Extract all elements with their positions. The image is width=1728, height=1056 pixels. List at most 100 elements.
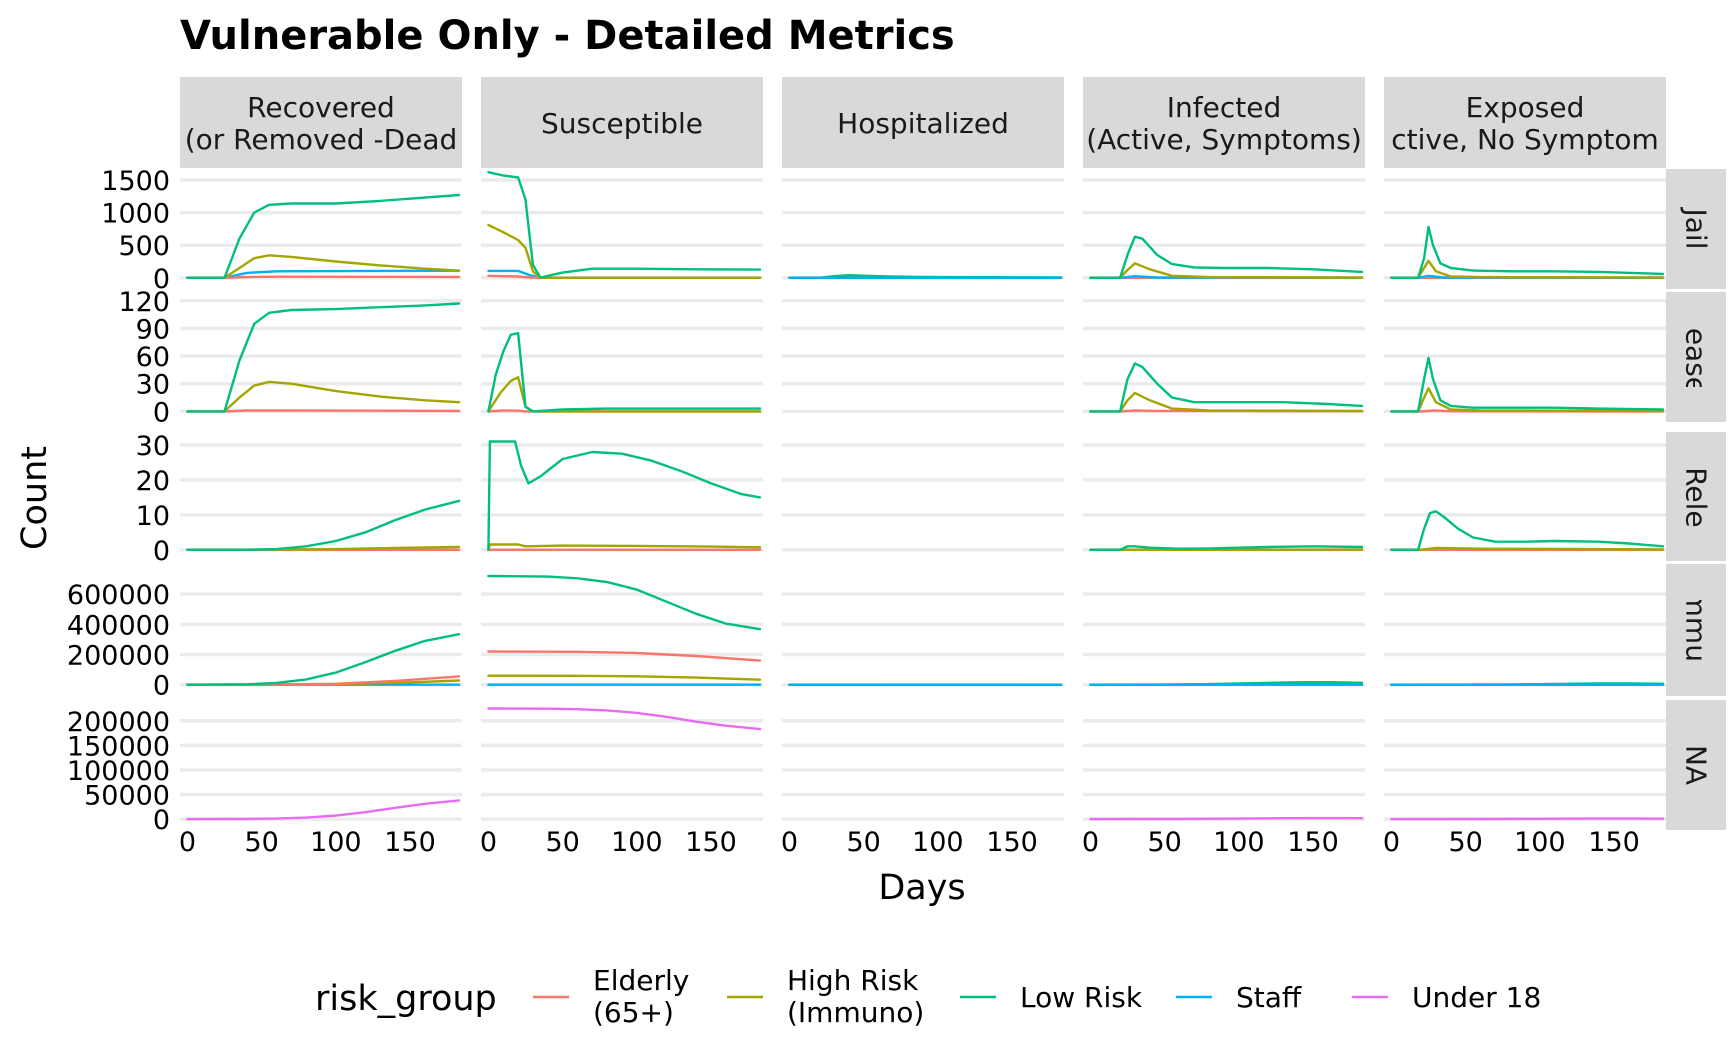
strip-hospitalized xyxy=(782,77,1064,168)
y-tick-label: 200000 xyxy=(67,641,170,672)
strip-label: Infected xyxy=(1167,91,1281,124)
series-line xyxy=(1089,235,1364,279)
strip-exposed xyxy=(1384,77,1666,168)
series-line xyxy=(1390,356,1665,413)
y-axis-title: Count xyxy=(15,446,55,550)
series-line xyxy=(1390,546,1665,551)
series-line xyxy=(186,254,461,279)
y-tick-label: 400000 xyxy=(67,610,170,641)
y-tick-label: 30 xyxy=(136,431,170,462)
x-tick-label: 50 xyxy=(1147,827,1181,858)
legend-item: Low Risk xyxy=(960,981,1143,1014)
series-line xyxy=(186,380,461,413)
panel-release-recovered xyxy=(180,299,462,414)
legend-label: Staff xyxy=(1236,981,1302,1014)
panel-releasee-infected xyxy=(1083,443,1365,552)
x-tick-label: 150 xyxy=(685,827,737,858)
strip-infected xyxy=(1083,77,1365,168)
y-tick-label: 30 xyxy=(136,370,170,401)
x-tick-label: 50 xyxy=(545,827,579,858)
y-tick-label: 600000 xyxy=(67,580,170,611)
x-tick-label: 0 xyxy=(781,827,798,858)
x-tick-label: 50 xyxy=(244,827,278,858)
x-tick-label: 50 xyxy=(846,827,880,858)
legend-item: Under 18 xyxy=(1352,981,1541,1014)
legend-item: High Risk(Immuno) xyxy=(727,964,924,1029)
panel-jail-infected xyxy=(1083,178,1365,280)
x-tick-label: 0 xyxy=(179,827,196,858)
panel-community-recovered xyxy=(180,592,462,687)
y-tick-label: 120 xyxy=(118,287,170,318)
strip-jail xyxy=(1666,169,1726,289)
legend-label: Elderly xyxy=(593,964,689,997)
y-tick-label: 200000 xyxy=(67,707,170,738)
strip-label: Jail xyxy=(1680,207,1713,250)
panel-releasee-susceptible xyxy=(481,440,763,552)
y-tick-label: 10 xyxy=(136,501,170,532)
panel-release-hospitalized xyxy=(782,299,1064,414)
panel-release-infected xyxy=(1083,299,1365,414)
panel-jail-susceptible xyxy=(481,170,763,280)
series-line xyxy=(186,799,461,821)
legend-label: Low Risk xyxy=(1020,981,1143,1014)
x-tick-label: 0 xyxy=(1383,827,1400,858)
strip-label: ctive, No Symptom xyxy=(1391,123,1659,156)
strip-label: ommuni xyxy=(1680,573,1713,688)
panel-community-hospitalized xyxy=(782,592,1064,687)
y-tick-label: 20 xyxy=(136,466,170,497)
panel-na-susceptible xyxy=(481,707,763,821)
series-line xyxy=(1089,545,1364,551)
panel-jail-exposed xyxy=(1384,178,1666,280)
panel-community-susceptible xyxy=(481,574,763,687)
series-line xyxy=(1089,816,1364,821)
panel-na-hospitalized xyxy=(782,719,1064,821)
series-line xyxy=(1390,225,1665,279)
series-line xyxy=(186,302,461,413)
strip-label: (Active, Symptoms) xyxy=(1086,123,1362,156)
strip-label: elease I xyxy=(1680,303,1713,411)
x-tick-label: 150 xyxy=(1588,827,1640,858)
y-tick-label: 100000 xyxy=(67,756,170,787)
panel-release-susceptible xyxy=(481,299,763,414)
x-tick-label: 150 xyxy=(1287,827,1339,858)
series-line xyxy=(186,409,461,413)
series-line xyxy=(487,331,762,413)
legend-label: (65+) xyxy=(593,996,674,1029)
x-tick-label: 100 xyxy=(1514,827,1566,858)
panel-community-exposed xyxy=(1384,592,1666,687)
x-tick-label: 100 xyxy=(611,827,663,858)
series-line xyxy=(1390,817,1665,821)
strip-recovered xyxy=(180,77,462,168)
panel-na-infected xyxy=(1083,719,1365,821)
x-tick-label: 50 xyxy=(1448,827,1482,858)
series-line xyxy=(487,170,762,279)
panel-releasee-recovered xyxy=(180,443,462,552)
x-tick-label: 100 xyxy=(912,827,964,858)
y-tick-label: 1000 xyxy=(101,199,170,230)
legend-label: Under 18 xyxy=(1412,981,1541,1014)
strip-label: Exposed xyxy=(1466,91,1585,124)
legend: risk_group Elderly(65+) High Risk(Immuno)… xyxy=(315,964,1541,1029)
series-line xyxy=(487,543,762,551)
x-tick-label: 150 xyxy=(986,827,1038,858)
x-tick-label: 0 xyxy=(1082,827,1099,858)
y-tick-label: 0 xyxy=(153,264,170,295)
y-tick-label: 500 xyxy=(118,231,170,262)
legend-title: risk_group xyxy=(315,979,497,1019)
panel-releasee-hospitalized xyxy=(782,443,1064,552)
series-line xyxy=(487,440,762,551)
panel-grid: Recovered(or Removed -Dead Susceptible Hos… xyxy=(67,77,1726,858)
series-line xyxy=(1089,362,1364,413)
series-line xyxy=(186,499,461,551)
series-line xyxy=(186,275,461,279)
legend-item: Staff xyxy=(1176,981,1302,1014)
y-tick-label: 0 xyxy=(153,805,170,836)
strip-label: (or Removed -Dead xyxy=(185,123,458,156)
series-line xyxy=(487,674,762,681)
panel-jail-recovered xyxy=(180,178,462,280)
panel-releasee-exposed xyxy=(1384,443,1666,552)
y-tick-label: 60 xyxy=(136,342,170,373)
series-line xyxy=(1390,510,1665,551)
strip-label: NA xyxy=(1680,745,1713,785)
